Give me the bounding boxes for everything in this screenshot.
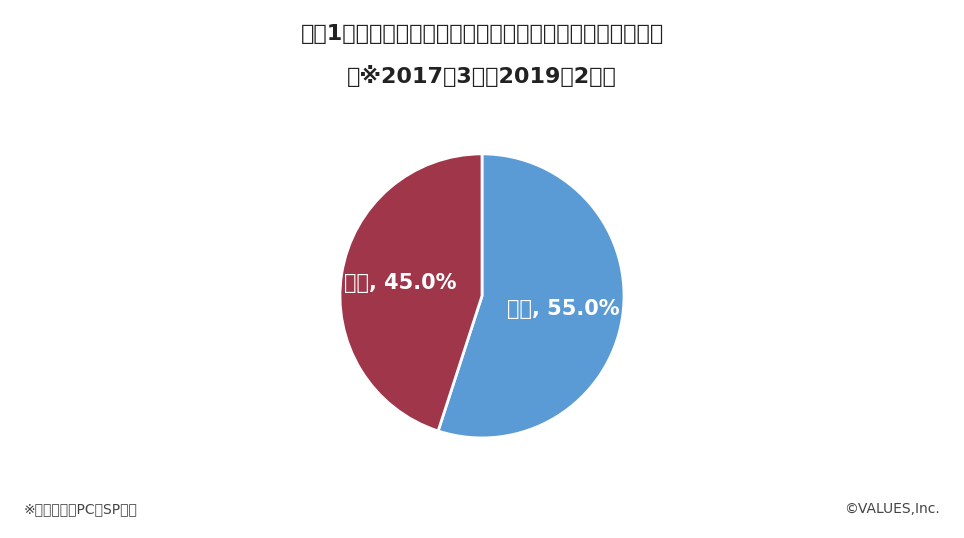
Text: 【図1】「ビジネスマナー」検索者のユーザー属性（性別）: 【図1】「ビジネスマナー」検索者のユーザー属性（性別） [301,24,663,44]
Text: （※2017年3月～2019年2月）: （※2017年3月～2019年2月） [347,65,617,87]
Text: 男性, 55.0%: 男性, 55.0% [507,299,620,319]
Wedge shape [340,154,482,431]
Wedge shape [438,154,624,438]
Text: ©VALUES,Inc.: ©VALUES,Inc. [844,502,940,516]
Text: 女性, 45.0%: 女性, 45.0% [344,273,457,293]
Text: ※デバイス：PC・SP合算: ※デバイス：PC・SP合算 [24,502,138,516]
